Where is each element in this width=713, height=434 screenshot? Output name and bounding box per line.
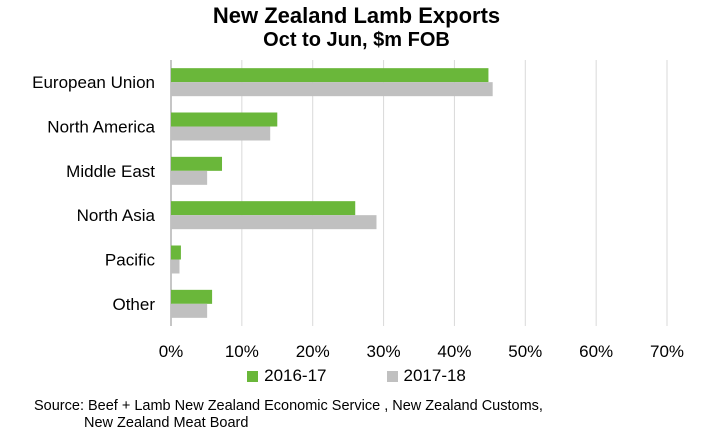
bar-2016-17-pacific: [171, 245, 181, 260]
labels: 0% 10% 20% 30% 40% 50% 60% 70% European Union Nor…: [32, 73, 684, 361]
y-category-label: North America: [47, 118, 155, 137]
legend-label-2016-17: 2016-17: [264, 366, 327, 385]
bar-2017-18-pacific: [171, 259, 180, 274]
legend-item-2016-17: 2016-17: [247, 366, 327, 386]
bar-2017-18-north-america: [171, 126, 271, 141]
bar-2016-17-middle-east: [171, 156, 223, 171]
bar-2017-18-north-asia: [171, 215, 377, 230]
source-note-line-2: New Zealand Meat Board: [84, 415, 249, 431]
y-category-label: Middle East: [66, 162, 155, 181]
x-tick-label: 30%: [367, 342, 401, 361]
bar-2016-17-north-america: [171, 112, 278, 127]
x-tick-label: 0%: [159, 342, 184, 361]
x-tick-label: 60%: [579, 342, 613, 361]
y-category-label: Other: [112, 295, 155, 314]
legend-label-2017-18: 2017-18: [403, 366, 466, 385]
bars: [171, 68, 493, 318]
x-tick-label: 10%: [225, 342, 259, 361]
y-category-label: North Asia: [77, 206, 156, 225]
chart-subtitle: Oct to Jun, $m FOB: [263, 29, 450, 51]
y-category-label: European Union: [32, 73, 155, 92]
legend: 2016-17 2017-18: [0, 366, 713, 386]
legend-item-2017-18: 2017-18: [386, 366, 466, 386]
bar-2016-17-other: [171, 289, 213, 304]
bar-2017-18-middle-east: [171, 170, 208, 185]
bar-2017-18-european-union: [171, 82, 493, 97]
gridlines: [170, 60, 668, 326]
legend-swatch-2017-18: [386, 370, 398, 382]
x-tick-label: 70%: [650, 342, 684, 361]
chart-title: New Zealand Lamb Exports: [212, 3, 501, 28]
x-tick-label: 50%: [508, 342, 542, 361]
x-tick-label: 40%: [437, 342, 471, 361]
bar-2016-17-european-union: [171, 68, 489, 83]
legend-swatch-2016-17: [247, 370, 259, 382]
y-category-label: Pacific: [105, 251, 156, 270]
x-tick-label: 20%: [296, 342, 330, 361]
bar-2016-17-north-asia: [171, 201, 356, 216]
source-note-line-1: Source: Beef + Lamb New Zealand Economic…: [34, 398, 543, 414]
bar-2017-18-other: [171, 303, 208, 318]
